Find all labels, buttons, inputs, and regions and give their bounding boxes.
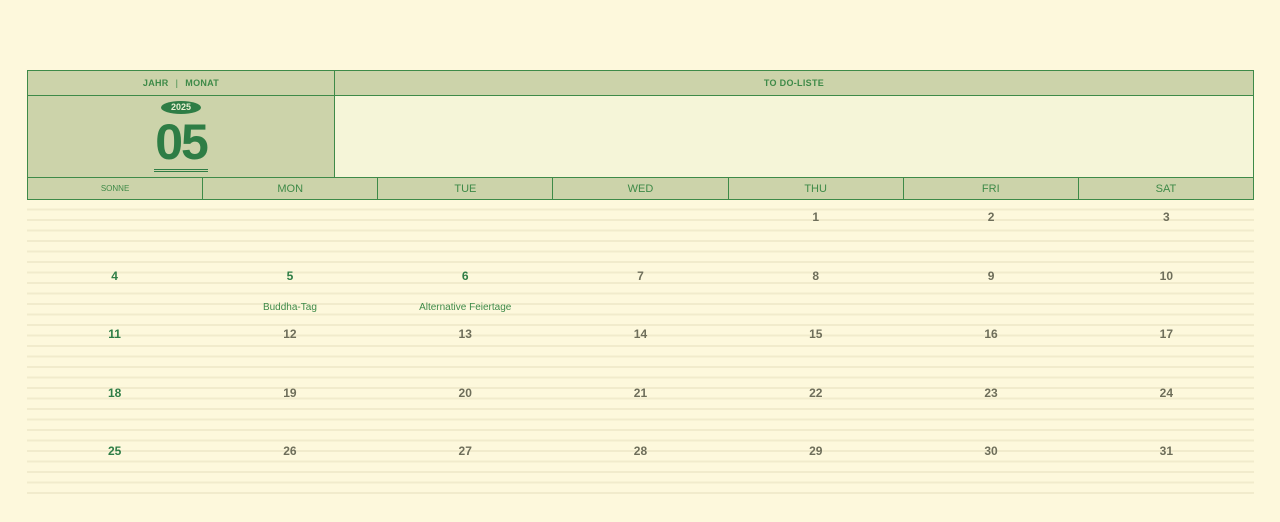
weekday-tue: TUE [378,178,554,199]
day-cell[interactable]: 29 [728,434,903,493]
day-cell[interactable]: 17 [1079,317,1254,376]
year-badge: 2025 [160,101,202,114]
todo-header: TO DO-LISTE [335,71,1253,96]
day-number: 11 [108,327,121,342]
calendar-header: JAHR | MONAT 2025 05 TO DO-LISTE [27,70,1254,178]
day-cell[interactable]: 27 [378,434,553,493]
month-label: MONAT [185,78,220,88]
weekday-mon: MON [203,178,379,199]
day-cell[interactable]: 24 [1079,376,1254,435]
weekday-header: SONNE MON TUE WED THU FRI SAT [27,177,1254,200]
day-number: 13 [458,327,472,342]
day-cell[interactable]: 22 [728,376,903,435]
day-cell[interactable]: 9 [903,259,1078,318]
day-number: 10 [1159,268,1173,283]
day-cell[interactable]: 14 [553,317,728,376]
calendar-grid: 1 2 3 4 5 Buddha-Tag 6 Alternative Feiertage 7 8 9… [27,200,1254,500]
day-cell[interactable]: 16 [903,317,1078,376]
weekday-sonne: SONNE [28,178,204,199]
day-number: 30 [984,444,998,459]
holiday-label: Alternative Feiertage [419,301,512,313]
day-cell[interactable]: 6 Alternative Feiertage [378,259,553,318]
weekday-fri: FRI [904,178,1079,199]
day-cell[interactable]: 31 [1079,434,1254,493]
weekday-thu: THU [729,178,904,199]
day-number: 23 [984,385,998,400]
day-number: 1 [812,210,820,224]
day-cell[interactable]: 2 [903,200,1078,259]
day-number: 26 [283,444,297,459]
todo-panel: TO DO-LISTE [335,71,1253,177]
year-month-display: 2025 05 [28,96,334,177]
day-cell[interactable]: 28 [553,434,728,493]
day-number: 29 [809,444,823,459]
day-cell[interactable]: 19 [202,376,377,435]
day-cell[interactable]: 15 [728,317,903,376]
day-number: 2 [987,210,995,224]
day-cell[interactable]: 4 [27,259,202,318]
month-number: 05 [154,114,209,172]
day-number: 14 [633,327,648,342]
day-cell[interactable] [202,200,377,259]
day-number: 16 [984,327,998,342]
day-number: 31 [1159,444,1173,459]
day-cell[interactable] [553,200,728,259]
day-number: 25 [107,444,122,459]
day-cell[interactable]: 23 [903,376,1078,435]
week-row: 1 2 3 [27,200,1254,259]
weekday-sat: SAT [1155,182,1177,195]
day-cell[interactable]: 1 [728,200,903,259]
day-cell[interactable] [27,200,202,259]
week-row: 25 26 27 28 29 30 31 [27,434,1254,493]
day-cell[interactable]: 13 [378,317,553,376]
day-cell[interactable]: 7 [553,259,728,318]
day-number: 28 [633,444,648,459]
week-row: 4 5 Buddha-Tag 6 Alternative Feiertage 7 8 9 10 [27,259,1254,318]
day-number: 17 [1159,327,1173,342]
day-cell[interactable]: 8 [728,259,903,318]
day-cell[interactable]: 11 [27,317,202,376]
day-cell[interactable]: 26 [202,434,377,493]
holiday-label: Buddha-Tag [262,301,317,313]
day-cell[interactable]: 12 [202,317,377,376]
day-cell[interactable]: 5 Buddha-Tag [202,259,377,318]
day-number: 3 [1162,210,1170,224]
day-cell[interactable]: 25 [27,434,202,493]
year-month-panel: JAHR | MONAT 2025 05 [28,71,335,177]
day-cell[interactable]: 30 [903,434,1078,493]
year-month-header: JAHR | MONAT [28,71,334,96]
day-number: 4 [111,268,118,283]
year-label: JAHR [142,78,169,88]
day-number: 27 [458,444,472,459]
day-number: 24 [1159,385,1173,400]
separator: | [175,78,179,88]
day-number: 7 [637,268,644,283]
day-number: 6 [461,268,469,283]
day-number: 21 [633,385,648,400]
day-cell[interactable]: 20 [378,376,553,435]
day-number: 18 [107,385,122,400]
day-number: 19 [283,385,297,400]
day-number: 9 [987,268,995,283]
day-cell[interactable]: 21 [553,376,728,435]
day-number: 22 [809,385,823,400]
week-row: 18 19 20 21 22 23 24 [27,376,1254,435]
day-number: 8 [812,268,820,283]
day-cell[interactable]: 3 [1079,200,1254,259]
day-number: 12 [283,327,297,342]
day-number: 20 [458,385,472,400]
day-cell[interactable] [378,200,553,259]
day-cell[interactable]: 18 [27,376,202,435]
day-number: 15 [809,327,823,342]
day-number: 5 [286,268,294,283]
todo-area[interactable] [335,96,1253,177]
day-cell[interactable]: 10 [1079,259,1254,318]
weekday-wed: WED [553,178,729,199]
week-row: 11 12 13 14 15 16 17 [27,317,1254,376]
